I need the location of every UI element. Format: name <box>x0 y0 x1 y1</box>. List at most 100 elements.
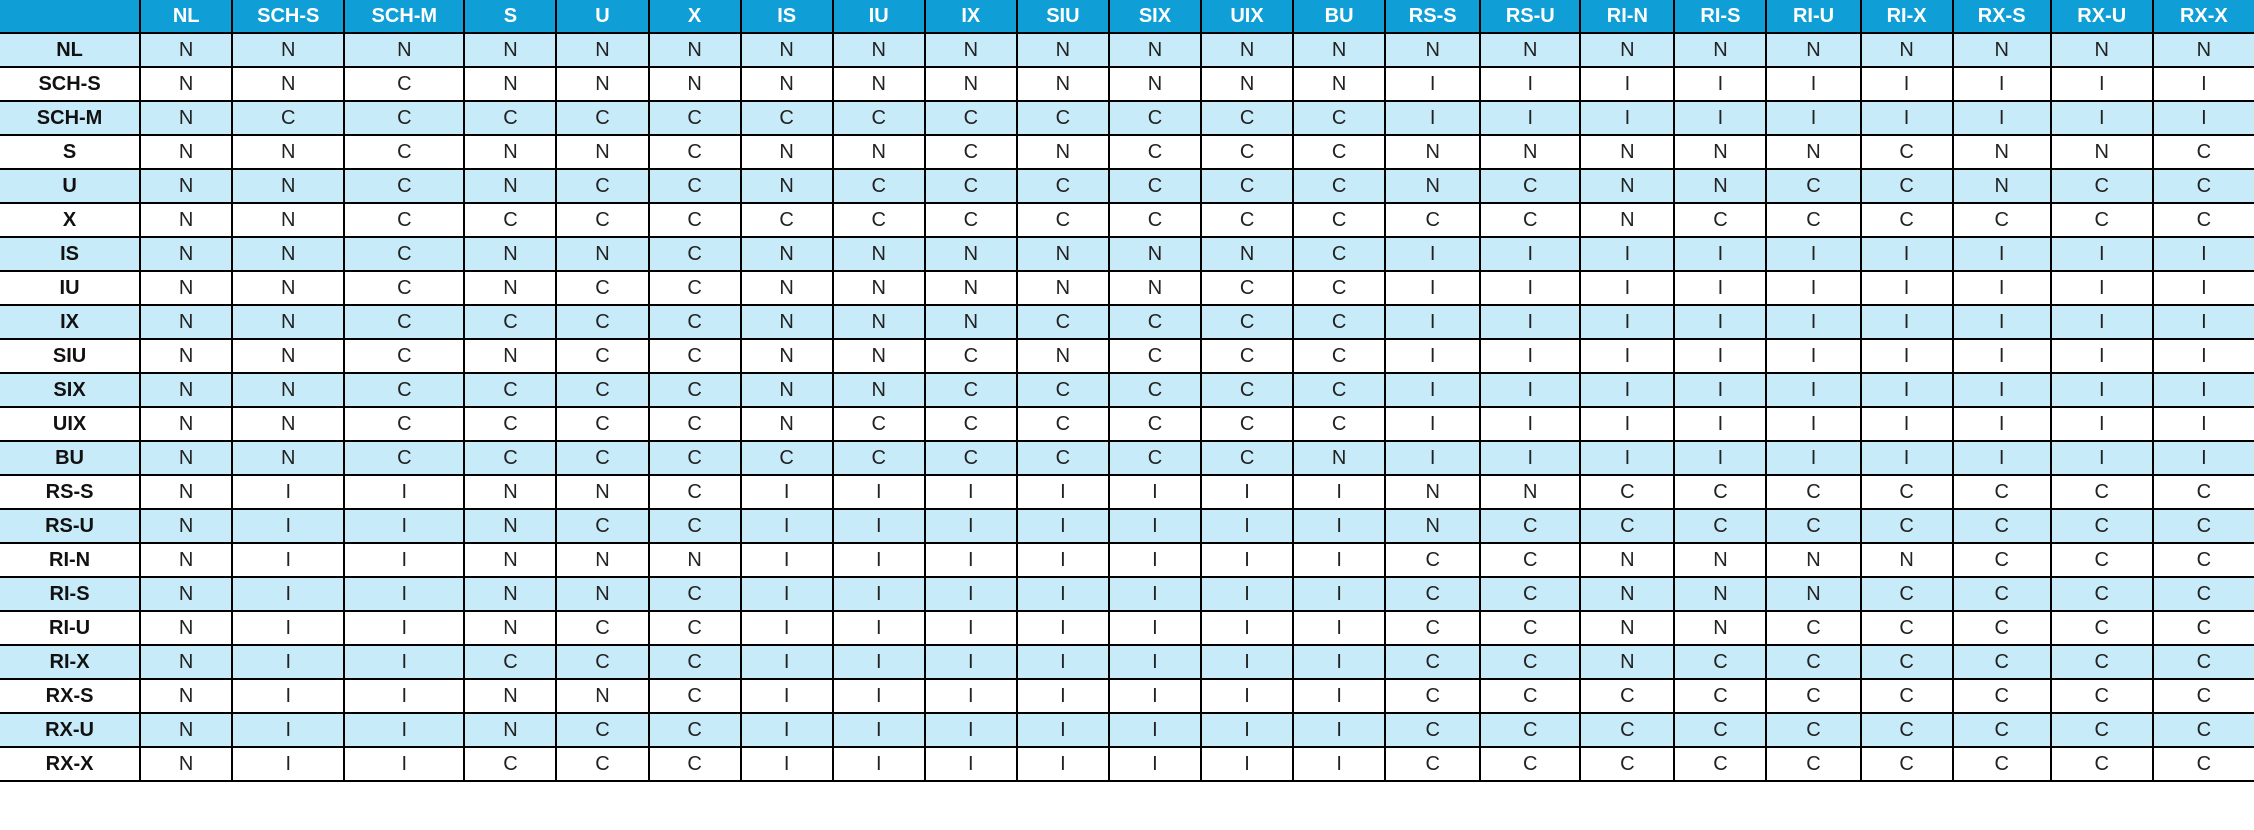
matrix-cell: N <box>831 134 926 170</box>
matrix-cell: C <box>1951 474 2052 510</box>
matrix-cell: C <box>923 168 1018 204</box>
matrix-cell: I <box>1384 338 1482 374</box>
matrix-cell: C <box>1107 202 1203 238</box>
row-header: BU <box>0 440 142 476</box>
matrix-cell: I <box>2049 270 2154 306</box>
matrix-cell: C <box>343 338 466 374</box>
table-row: UIX N N C C C C N C C C C C C I I I I I I I I I <box>0 406 2254 442</box>
matrix-cell: N <box>739 338 834 374</box>
matrix-cell: C <box>1579 474 1676 510</box>
matrix-cell: N <box>923 66 1018 102</box>
column-header: SCH-S <box>231 0 346 34</box>
matrix-cell: C <box>2151 542 2254 578</box>
matrix-cell: C <box>2049 508 2154 544</box>
matrix-cell: C <box>1107 100 1203 136</box>
matrix-cell: I <box>1479 100 1582 136</box>
matrix-cell: I <box>831 644 926 680</box>
matrix-cell: I <box>2151 338 2254 374</box>
matrix-cell: C <box>647 644 742 680</box>
matrix-cell: C <box>555 406 650 442</box>
matrix-cell: I <box>923 712 1018 748</box>
column-header: IU <box>831 0 926 34</box>
matrix-cell: N <box>139 508 234 544</box>
matrix-cell: I <box>1015 678 1110 714</box>
matrix-cell: I <box>2049 100 2154 136</box>
matrix-cell: C <box>463 304 558 340</box>
matrix-cell: N <box>831 236 926 272</box>
matrix-cell: C <box>647 202 742 238</box>
matrix-cell: I <box>1579 338 1676 374</box>
matrix-cell: C <box>923 134 1018 170</box>
matrix-cell: I <box>1199 712 1295 748</box>
matrix-cell: C <box>555 100 650 136</box>
matrix-cell: N <box>231 270 346 306</box>
matrix-cell: C <box>1859 508 1954 544</box>
matrix-cell: N <box>1384 32 1482 68</box>
matrix-cell: I <box>1579 100 1676 136</box>
matrix-cell: N <box>1579 576 1676 612</box>
matrix-cell: N <box>1384 508 1482 544</box>
matrix-cell: N <box>1015 338 1110 374</box>
matrix-cell: I <box>1673 236 1768 272</box>
matrix-cell: C <box>1951 542 2052 578</box>
matrix-cell: N <box>1951 32 2052 68</box>
matrix-cell: I <box>739 678 834 714</box>
matrix-cell: I <box>831 610 926 646</box>
matrix-cell: C <box>1292 372 1387 408</box>
matrix-cell: C <box>1292 100 1387 136</box>
matrix-cell: C <box>1951 746 2052 782</box>
matrix-cell: I <box>1673 372 1768 408</box>
matrix-cell: C <box>1479 644 1582 680</box>
matrix-cell: N <box>555 542 650 578</box>
matrix-cell: I <box>1951 304 2052 340</box>
matrix-cell: C <box>1107 440 1203 476</box>
matrix-cell: C <box>1951 678 2052 714</box>
matrix-cell: N <box>1292 32 1387 68</box>
row-header: RX-S <box>0 678 142 714</box>
matrix-cell: C <box>343 202 466 238</box>
matrix-cell: C <box>463 372 558 408</box>
matrix-cell: N <box>1765 542 1862 578</box>
matrix-cell: C <box>1199 134 1295 170</box>
matrix-cell: C <box>555 372 650 408</box>
table-row: SIX N N C C C C N N C C C C C I I I I I I I I I <box>0 372 2254 408</box>
matrix-cell: N <box>1107 236 1203 272</box>
matrix-cell: N <box>139 644 234 680</box>
matrix-cell: I <box>1765 338 1862 374</box>
matrix-cell: I <box>2049 372 2154 408</box>
matrix-cell: C <box>1859 576 1954 612</box>
matrix-cell: I <box>1015 610 1110 646</box>
matrix-cell: I <box>1384 372 1482 408</box>
matrix-cell: I <box>1859 66 1954 102</box>
row-header: IX <box>0 304 142 340</box>
matrix-cell: C <box>2151 474 2254 510</box>
matrix-cell: I <box>1292 474 1387 510</box>
matrix-cell: N <box>647 32 742 68</box>
column-header: S <box>463 0 558 34</box>
matrix-cell: C <box>647 712 742 748</box>
matrix-cell: C <box>1292 304 1387 340</box>
matrix-cell: N <box>1479 32 1582 68</box>
matrix-cell: I <box>2049 236 2154 272</box>
matrix-cell: I <box>1107 474 1203 510</box>
matrix-cell: N <box>831 338 926 374</box>
matrix-cell: I <box>1859 100 1954 136</box>
matrix-cell: N <box>139 372 234 408</box>
table-row: SCH-M N C C C C C C C C C C C C I I I I I I I I I <box>0 100 2254 136</box>
matrix-cell: I <box>1579 270 1676 306</box>
matrix-cell: C <box>1199 406 1295 442</box>
matrix-cell: C <box>831 440 926 476</box>
matrix-cell: C <box>343 66 466 102</box>
matrix-cell: C <box>555 338 650 374</box>
matrix-cell: C <box>1479 168 1582 204</box>
matrix-cell: I <box>343 508 466 544</box>
matrix-cell: N <box>923 270 1018 306</box>
table-row: RX-S N I I N N C I I I I I I I C C C C C C C C C <box>0 678 2254 714</box>
matrix-cell: N <box>555 134 650 170</box>
column-header: IS <box>739 0 834 34</box>
matrix-cell: C <box>1673 678 1768 714</box>
matrix-cell: N <box>231 372 346 408</box>
matrix-cell: N <box>139 100 234 136</box>
matrix-cell: I <box>1765 304 1862 340</box>
